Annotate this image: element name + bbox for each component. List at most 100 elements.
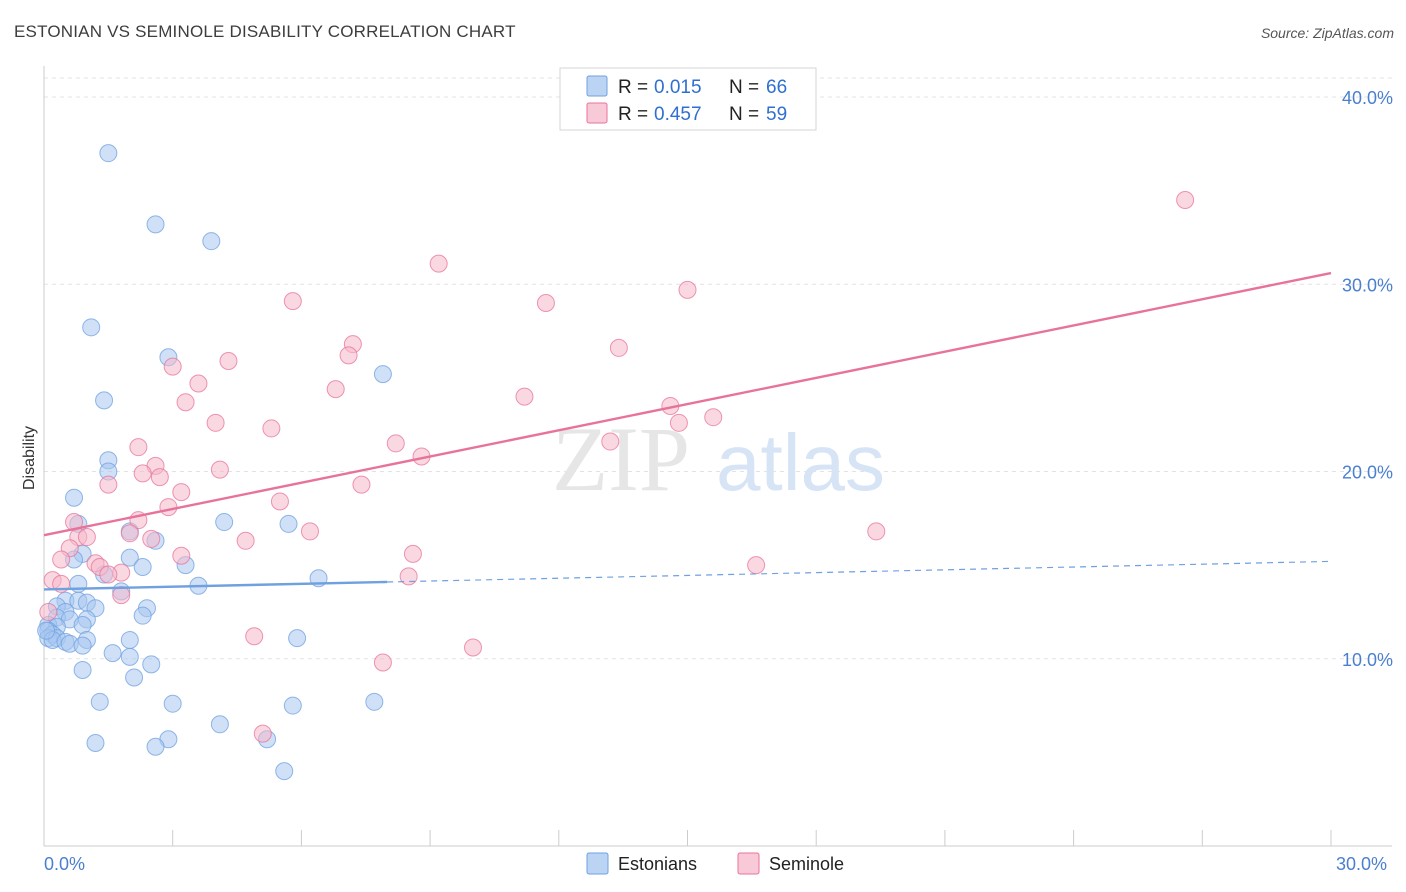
legend-n-value-estonians: 66 bbox=[766, 77, 787, 98]
point-estonians bbox=[146, 737, 165, 756]
point-seminole bbox=[747, 556, 766, 575]
point-seminole bbox=[536, 293, 555, 312]
y-tick-label: 40.0% bbox=[1342, 88, 1393, 108]
point-seminole bbox=[189, 374, 208, 393]
point-estonians bbox=[163, 694, 182, 713]
point-seminole bbox=[112, 586, 131, 605]
point-estonians bbox=[279, 514, 298, 533]
point-estonians bbox=[133, 557, 152, 576]
trend-extension-estonians bbox=[387, 560, 1332, 583]
bottom-legend-swatch-seminole bbox=[737, 852, 760, 875]
point-seminole bbox=[206, 413, 225, 432]
point-seminole bbox=[867, 522, 886, 541]
point-seminole bbox=[601, 432, 620, 451]
point-seminole bbox=[352, 475, 371, 494]
point-seminole bbox=[386, 434, 405, 453]
point-seminole bbox=[669, 413, 688, 432]
trend-lines bbox=[43, 271, 1332, 591]
point-estonians bbox=[37, 621, 56, 640]
legend-swatch-seminole bbox=[586, 102, 608, 124]
point-estonians bbox=[86, 734, 105, 753]
point-seminole bbox=[515, 387, 534, 406]
x-tick-label-min: 0.0% bbox=[44, 854, 85, 874]
point-seminole bbox=[39, 602, 58, 621]
bottom-legend-label-estonians: Estonians bbox=[618, 854, 697, 874]
point-estonians bbox=[65, 488, 84, 507]
point-seminole bbox=[176, 393, 195, 412]
point-seminole bbox=[210, 460, 229, 479]
y-tick-label: 10.0% bbox=[1342, 650, 1393, 670]
series-estonians bbox=[37, 144, 392, 781]
point-estonians bbox=[120, 631, 139, 650]
point-seminole bbox=[99, 565, 118, 584]
chart-title: ESTONIAN VS SEMINOLE DISABILITY CORRELAT… bbox=[14, 22, 516, 41]
point-estonians bbox=[73, 660, 92, 679]
point-seminole bbox=[120, 524, 139, 543]
point-seminole bbox=[429, 254, 448, 273]
point-estonians bbox=[202, 232, 221, 251]
point-seminole bbox=[373, 653, 392, 672]
point-seminole bbox=[99, 475, 118, 494]
bottom-legend: Estonians Seminole bbox=[586, 852, 844, 875]
series-seminole bbox=[39, 190, 1195, 743]
point-estonians bbox=[275, 762, 294, 781]
point-estonians bbox=[210, 715, 229, 734]
point-estonians bbox=[73, 616, 92, 635]
point-seminole bbox=[464, 638, 482, 657]
point-estonians bbox=[146, 215, 165, 234]
point-seminole bbox=[403, 544, 422, 563]
point-seminole bbox=[253, 724, 272, 743]
bottom-legend-swatch-estonians bbox=[586, 852, 609, 875]
point-seminole bbox=[399, 567, 418, 586]
point-seminole bbox=[172, 483, 191, 502]
point-estonians bbox=[125, 668, 144, 687]
bottom-legend-label-seminole: Seminole bbox=[769, 854, 844, 874]
point-seminole bbox=[236, 531, 255, 550]
point-seminole bbox=[245, 627, 264, 646]
point-estonians bbox=[90, 692, 109, 711]
source-label: Source: ZipAtlas.com bbox=[1260, 25, 1394, 41]
y-tick-label: 20.0% bbox=[1342, 463, 1393, 483]
point-estonians bbox=[283, 696, 302, 715]
point-seminole bbox=[77, 528, 96, 547]
point-estonians bbox=[215, 513, 234, 532]
point-estonians bbox=[120, 647, 139, 666]
y-axis-label: Disability bbox=[21, 426, 38, 490]
point-estonians bbox=[133, 606, 152, 625]
point-seminole bbox=[159, 498, 178, 517]
point-seminole bbox=[133, 464, 152, 483]
point-seminole bbox=[150, 468, 169, 487]
point-seminole bbox=[1176, 190, 1195, 209]
point-estonians bbox=[142, 655, 161, 674]
legend-n-value-seminole: 59 bbox=[766, 104, 787, 125]
y-tick-labels: 10.0% 20.0% 30.0% 40.0% bbox=[1342, 88, 1393, 670]
point-seminole bbox=[300, 522, 319, 541]
point-seminole bbox=[326, 380, 345, 399]
point-estonians bbox=[373, 365, 392, 384]
trend-line-seminole bbox=[43, 271, 1332, 537]
point-seminole bbox=[339, 346, 358, 365]
point-seminole bbox=[172, 546, 191, 565]
x-ticks bbox=[43, 830, 1332, 846]
point-seminole bbox=[163, 357, 182, 376]
point-estonians bbox=[103, 644, 122, 663]
trend-line-estonians bbox=[43, 580, 388, 591]
point-seminole bbox=[52, 550, 71, 569]
legend-r-value-seminole: 0.457 bbox=[654, 104, 702, 125]
point-seminole bbox=[219, 352, 238, 371]
point-seminole bbox=[704, 408, 723, 427]
point-seminole bbox=[678, 280, 697, 299]
point-seminole bbox=[609, 338, 628, 357]
point-estonians bbox=[73, 636, 92, 655]
point-seminole bbox=[283, 292, 302, 311]
point-seminole bbox=[129, 438, 148, 457]
point-estonians bbox=[288, 629, 307, 648]
point-estonians bbox=[99, 144, 118, 163]
point-seminole bbox=[262, 419, 281, 438]
watermark-zip: ZIP bbox=[552, 408, 690, 510]
x-tick-label-max: 30.0% bbox=[1336, 854, 1387, 874]
y-tick-label: 30.0% bbox=[1342, 275, 1393, 295]
legend-swatch-estonians bbox=[586, 75, 608, 97]
point-seminole bbox=[270, 492, 289, 511]
